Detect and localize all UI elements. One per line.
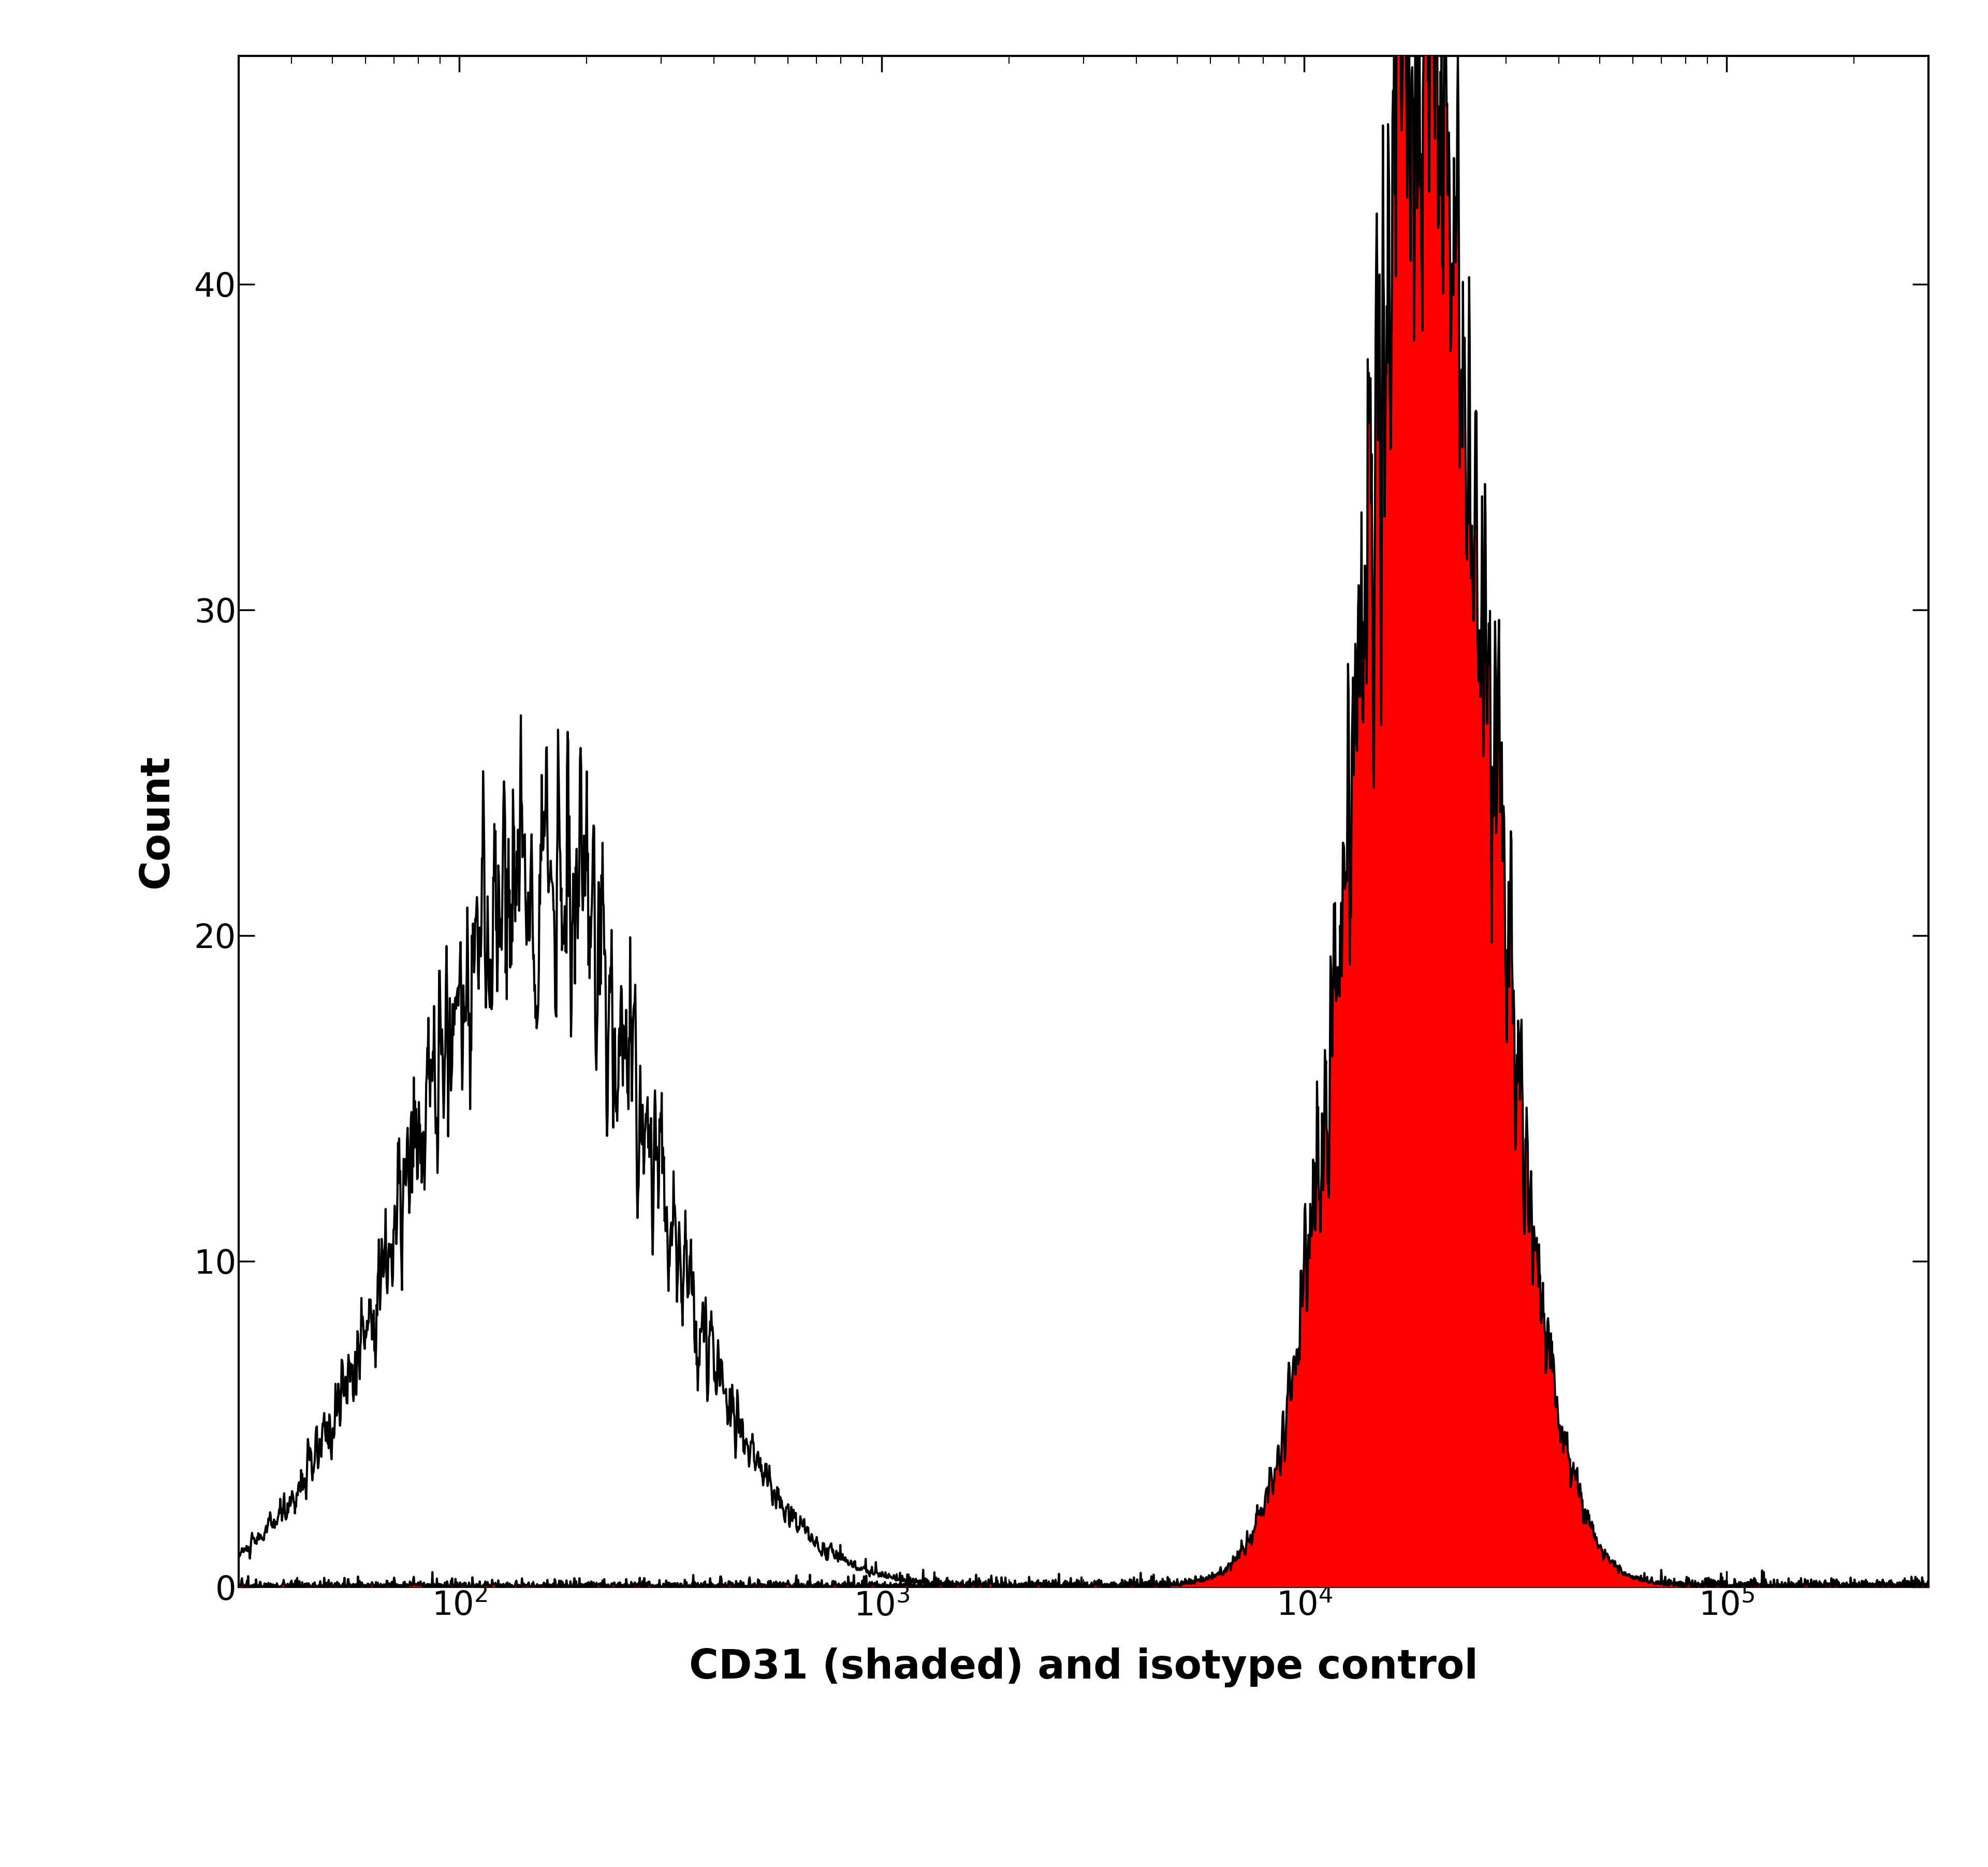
X-axis label: CD31 (shaded) and isotype control: CD31 (shaded) and isotype control: [690, 1647, 1477, 1688]
Y-axis label: Count: Count: [137, 754, 177, 889]
